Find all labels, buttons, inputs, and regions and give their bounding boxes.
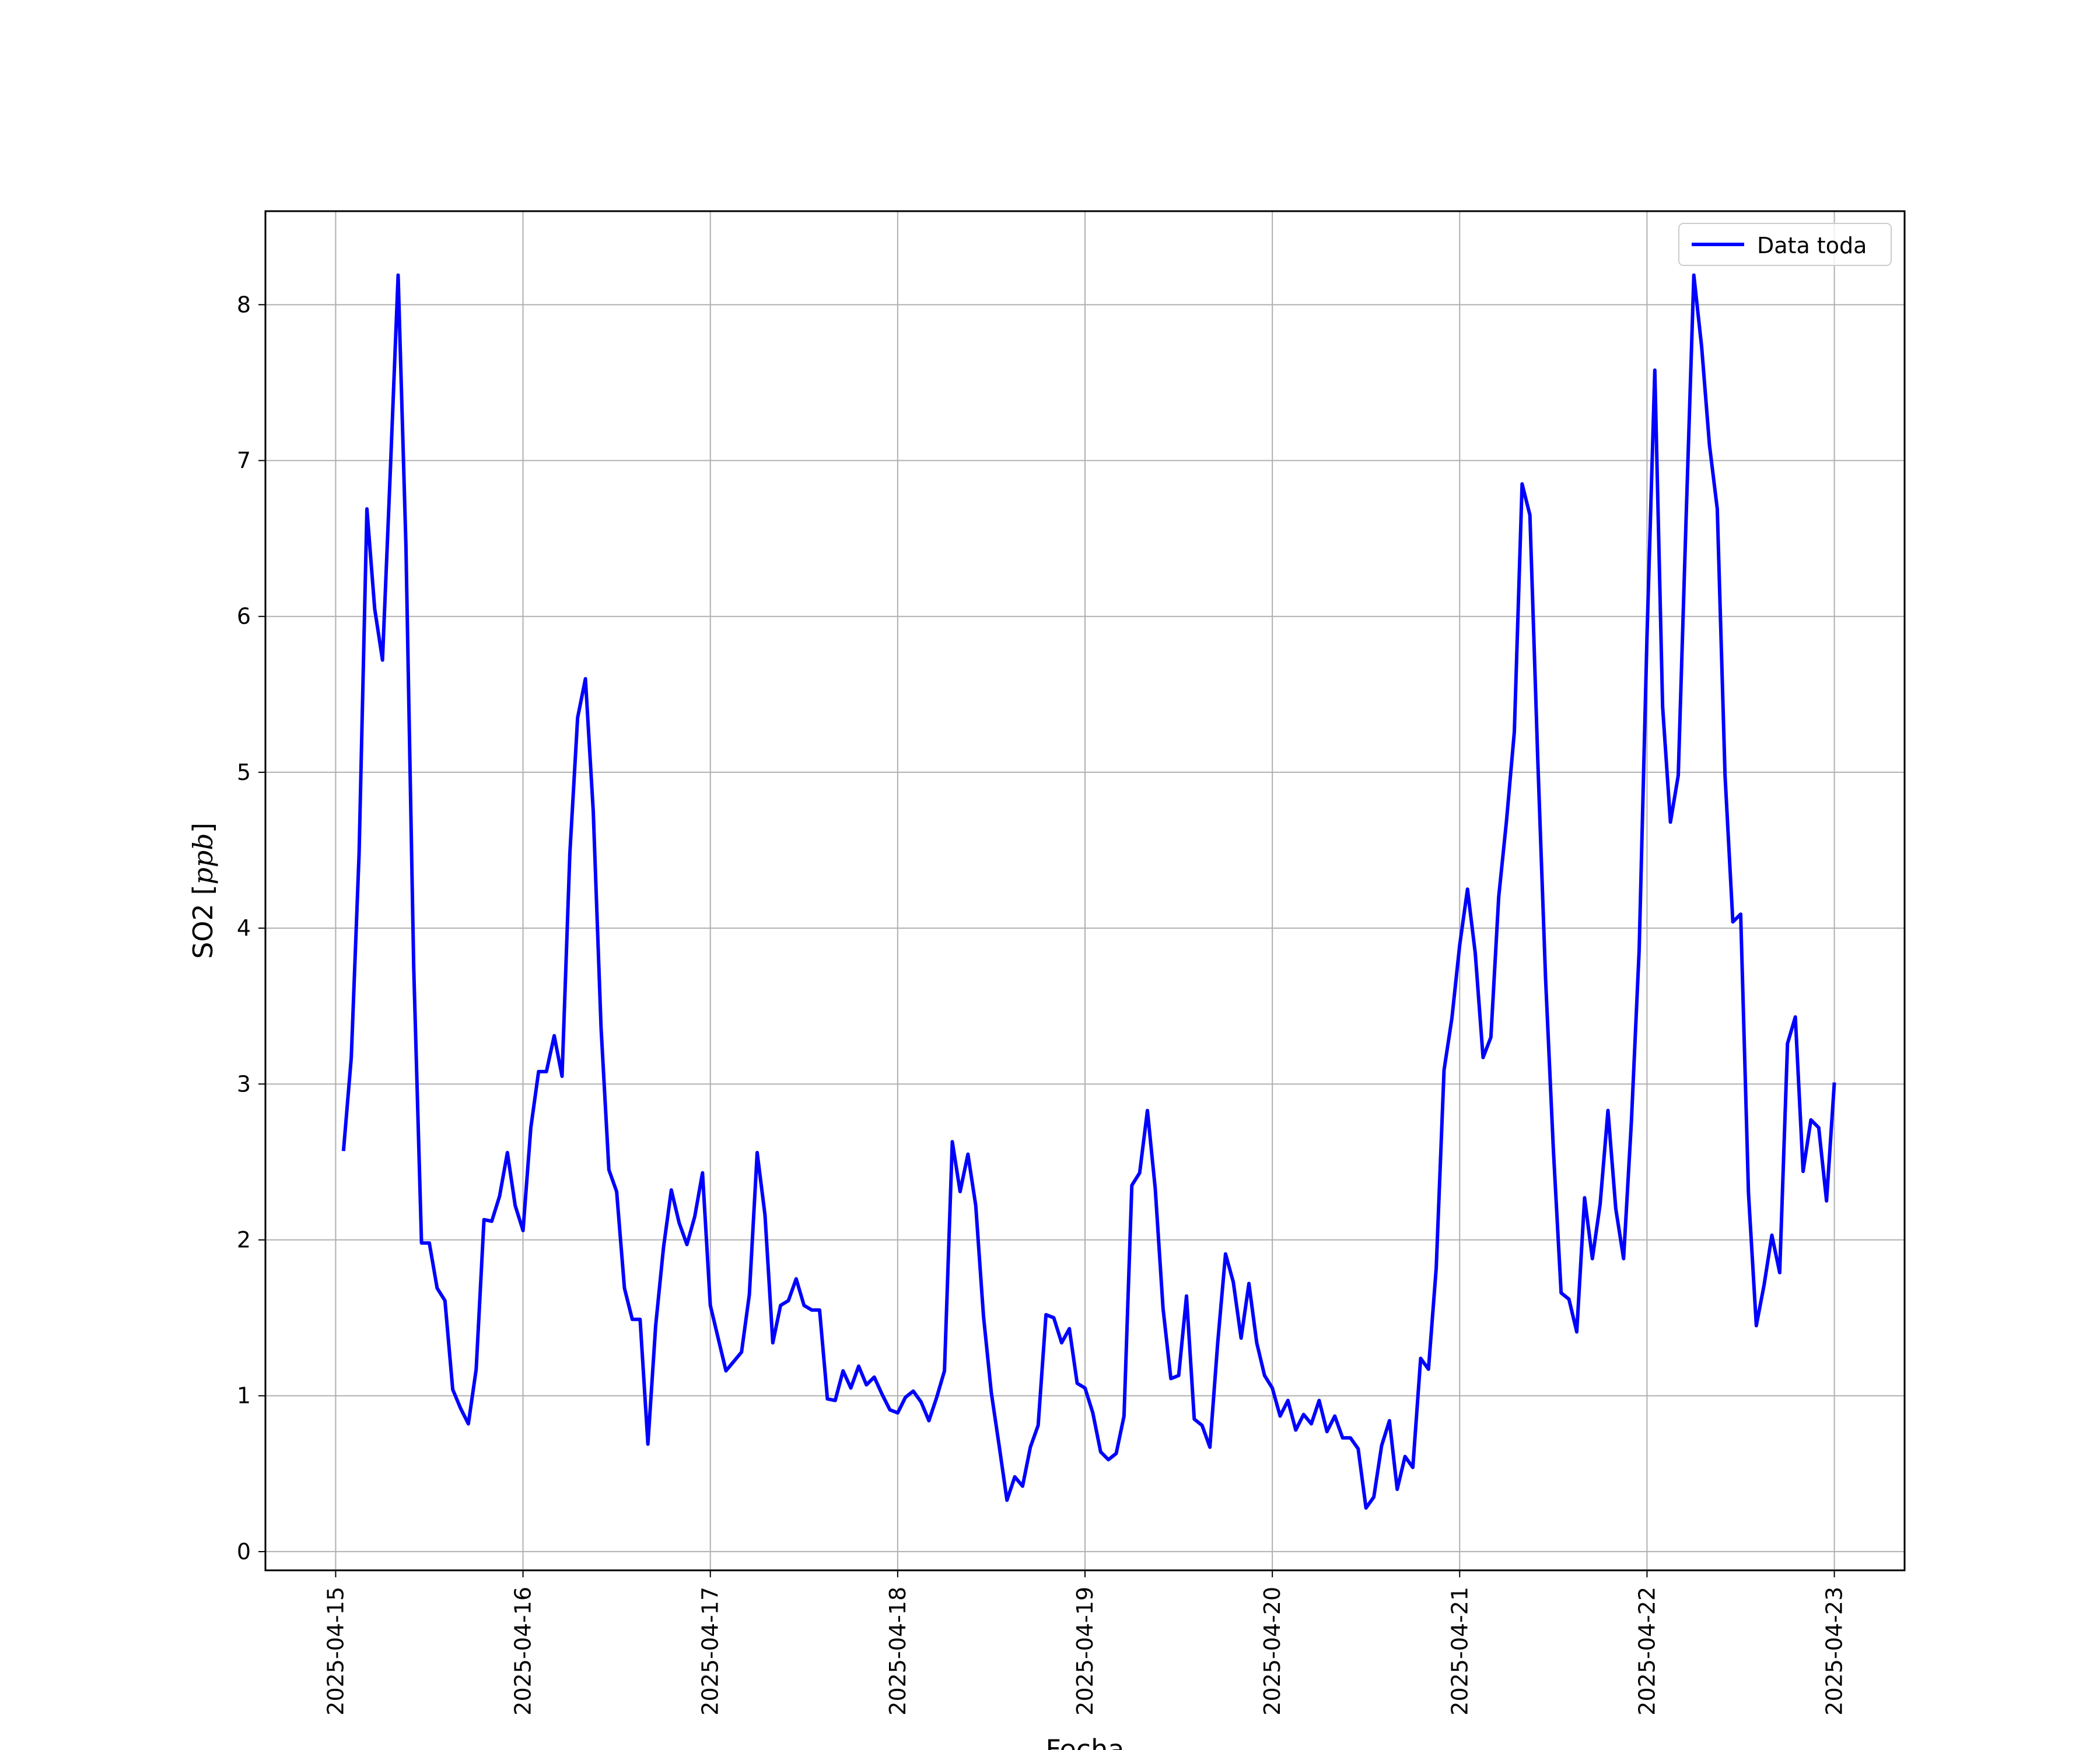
y-tick-label: 4 xyxy=(237,915,251,941)
legend-box xyxy=(1678,223,1892,266)
series-layer xyxy=(341,273,1836,1510)
x-tick-label: 2025-04-16 xyxy=(510,1587,536,1716)
legend-label-data-toda: Data toda xyxy=(1757,233,1867,258)
x-tick-label: 2025-04-23 xyxy=(1822,1587,1847,1716)
axis-ticks: 0 1 2 3 4 5 6 7 8 2025-04-15 2025-04-16 2025-04-17 2… xyxy=(237,292,1847,1716)
y-tick-label: 1 xyxy=(237,1383,251,1409)
x-tick-label: 2025-04-20 xyxy=(1259,1587,1285,1716)
y-tick-label: 3 xyxy=(237,1071,251,1097)
x-tick-label: 2025-04-21 xyxy=(1447,1587,1472,1716)
y-tick-label: 2 xyxy=(237,1227,251,1253)
y-tick-label: 0 xyxy=(237,1539,251,1564)
y-axis-label-unit: ppb xyxy=(187,833,219,884)
x-tick-label: 2025-04-18 xyxy=(885,1587,911,1716)
y-tick-label: 5 xyxy=(237,760,251,785)
x-tick-label: 2025-04-19 xyxy=(1072,1587,1098,1716)
x-tick-label: 2025-04-17 xyxy=(698,1587,723,1716)
series-line-0 xyxy=(341,273,1836,1510)
y-axis-label-unit-open: [ xyxy=(187,885,219,904)
y-tick-label: 8 xyxy=(237,292,251,317)
y-axis-label-unit-close: ] xyxy=(187,822,219,833)
x-tick-label: 2025-04-15 xyxy=(323,1587,348,1716)
y-axis-label: SO2 [ppb] xyxy=(187,822,219,959)
grid-lines xyxy=(265,211,1905,1570)
y-tick-label: 6 xyxy=(237,604,251,629)
legend: Data toda xyxy=(1678,223,1892,266)
x-axis-label: Fecha xyxy=(1046,1734,1125,1750)
x-tick-label: 2025-04-22 xyxy=(1634,1587,1660,1716)
y-axis-label-quantity: SO2 xyxy=(187,904,219,959)
y-tick-label: 7 xyxy=(237,448,251,474)
